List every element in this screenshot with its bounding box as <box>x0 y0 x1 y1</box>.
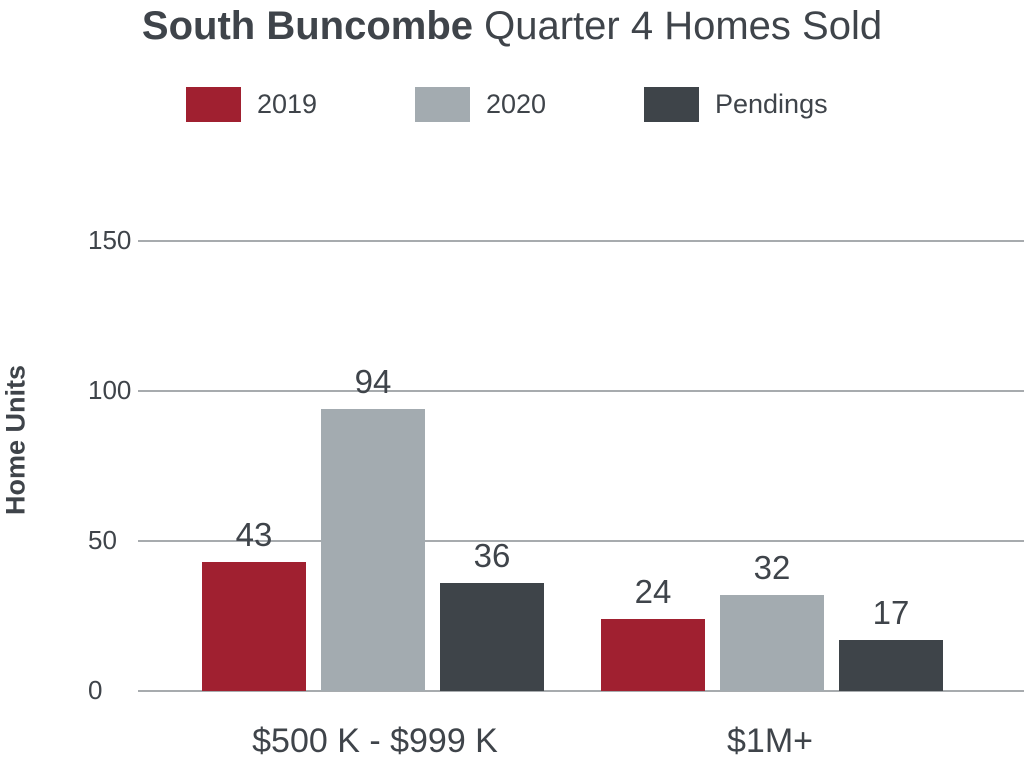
data-label-pendings-1: 17 <box>873 594 910 631</box>
bar-2019-1 <box>601 619 705 691</box>
legend-item-pendings: Pendings <box>644 84 828 124</box>
legend-label-2020: 2020 <box>486 88 547 119</box>
bar-2019-0 <box>202 562 306 691</box>
bar-pendings-1 <box>839 640 943 691</box>
data-label-2020-1: 32 <box>754 549 791 586</box>
y-tick-label-150: 150 <box>88 225 131 255</box>
x-category-label-1: $1M+ <box>727 722 813 760</box>
y-tick-label-50: 50 <box>88 525 117 555</box>
chart-title-rest: Quarter 4 Homes Sold <box>484 4 883 48</box>
data-label-pendings-0: 36 <box>474 537 511 574</box>
chart-title: South Buncombe Quarter 4 Homes Sold <box>0 4 1024 49</box>
data-label-2019-0: 43 <box>236 516 273 553</box>
data-label-2020-0: 94 <box>355 363 392 400</box>
legend-item-2019: 2019 <box>186 84 317 124</box>
data-label-2019-1: 24 <box>635 573 672 610</box>
bar-2020-0 <box>321 409 425 691</box>
y-tick-label-100: 100 <box>88 375 131 405</box>
bar-2020-1 <box>720 595 824 691</box>
bar-pendings-0 <box>440 583 544 691</box>
legend-label-pendings: Pendings <box>715 88 828 119</box>
legend-swatch-2019 <box>186 86 241 122</box>
legend-swatch-2020 <box>415 86 470 122</box>
x-category-label-0: $500 K - $999 K <box>252 722 498 760</box>
y-tick-label-0: 0 <box>88 675 102 705</box>
legend-swatch-pendings <box>644 86 699 122</box>
chart-title-bold: South Buncombe <box>141 4 473 48</box>
legend-item-2020: 2020 <box>415 84 546 124</box>
legend: 2019 2020 Pendings <box>0 84 1024 124</box>
legend-label-2019: 2019 <box>257 88 318 119</box>
